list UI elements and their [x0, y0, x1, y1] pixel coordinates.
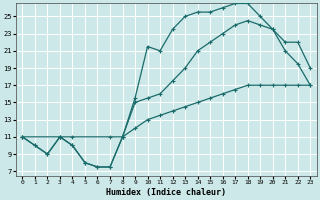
- X-axis label: Humidex (Indice chaleur): Humidex (Indice chaleur): [106, 188, 226, 197]
